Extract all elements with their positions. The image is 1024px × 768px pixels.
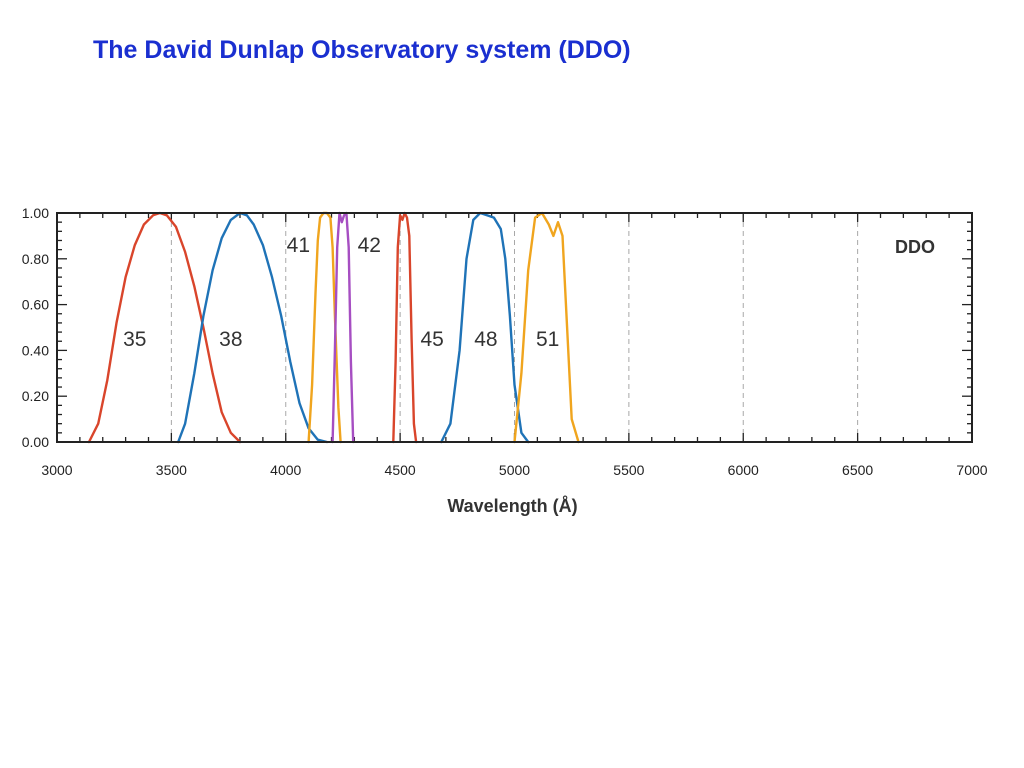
x-tick-label: 6000 xyxy=(728,462,759,478)
y-tick-label: 1.00 xyxy=(22,205,49,221)
x-tick-label: 3500 xyxy=(156,462,187,478)
series-label-42: 42 xyxy=(358,234,381,257)
slide-title: The David Dunlap Observatory system (DDO… xyxy=(93,36,631,64)
x-tick-label: 4000 xyxy=(270,462,301,478)
series-label-45: 45 xyxy=(420,328,443,351)
series-line-45 xyxy=(392,211,418,444)
y-tick-label: 0.00 xyxy=(22,434,49,450)
x-tick-label: 4500 xyxy=(385,462,416,478)
series-line-42 xyxy=(331,211,355,444)
series-line-51 xyxy=(513,211,580,444)
system-label: DDO xyxy=(895,237,935,257)
series-label-35: 35 xyxy=(123,328,146,351)
series-line-35 xyxy=(87,211,242,444)
series-label-48: 48 xyxy=(474,328,497,351)
x-tick-label: 6500 xyxy=(842,462,873,478)
y-tick-label: 0.20 xyxy=(22,388,49,404)
series-line-38 xyxy=(177,211,329,444)
series-label-51: 51 xyxy=(536,328,559,351)
series-line-48 xyxy=(440,211,530,444)
x-tick-label: 7000 xyxy=(956,462,987,478)
y-tick-label: 0.80 xyxy=(22,251,49,267)
plot-frame xyxy=(56,212,973,443)
y-tick-label: 0.40 xyxy=(22,342,49,358)
series-label-38: 38 xyxy=(219,328,242,351)
series-label-41: 41 xyxy=(287,234,310,257)
x-tick-label: 3000 xyxy=(41,462,72,478)
x-axis-label: Wavelength (Å) xyxy=(447,496,577,516)
x-tick-label: 5000 xyxy=(499,462,530,478)
y-tick-label: 0.60 xyxy=(22,297,49,313)
x-tick-label: 5500 xyxy=(613,462,644,478)
